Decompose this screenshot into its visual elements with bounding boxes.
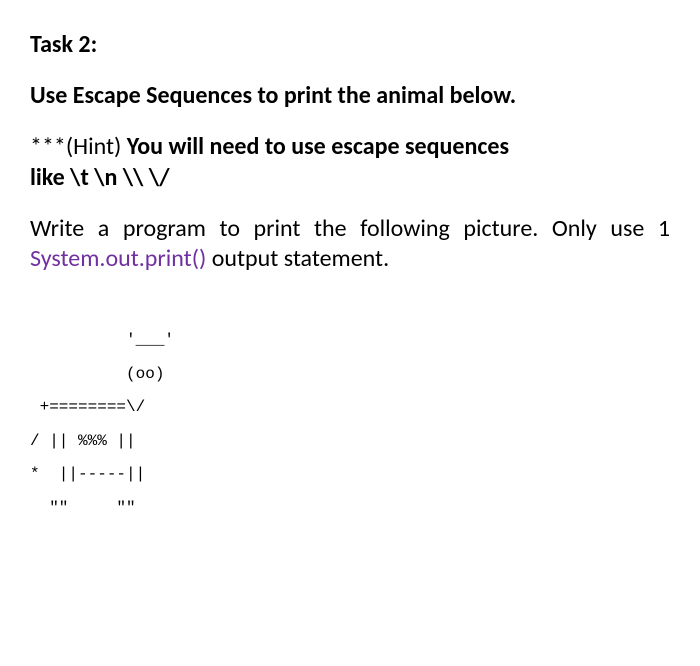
method-name: System.out.print() bbox=[30, 244, 206, 273]
task-heading: Task 2: bbox=[30, 30, 670, 59]
ascii-art: '___' (oo) +========\/ / || %%% || * ||-… bbox=[30, 324, 670, 526]
body-pre: Write a program to print the following p… bbox=[30, 214, 670, 243]
body-text: Write a program to print the following p… bbox=[30, 214, 670, 274]
hint-line2: like \t \n \\ \/ bbox=[30, 163, 670, 192]
body-post: output statement. bbox=[206, 244, 389, 273]
hint-label: (Hint) bbox=[66, 132, 127, 161]
hint-stars: *** bbox=[30, 132, 66, 161]
hint-line1: ***(Hint) You will need to use escape se… bbox=[30, 132, 670, 161]
hint-text: You will need to use escape sequences bbox=[127, 132, 509, 161]
task-instruction: Use Escape Sequences to print the animal… bbox=[30, 81, 670, 110]
